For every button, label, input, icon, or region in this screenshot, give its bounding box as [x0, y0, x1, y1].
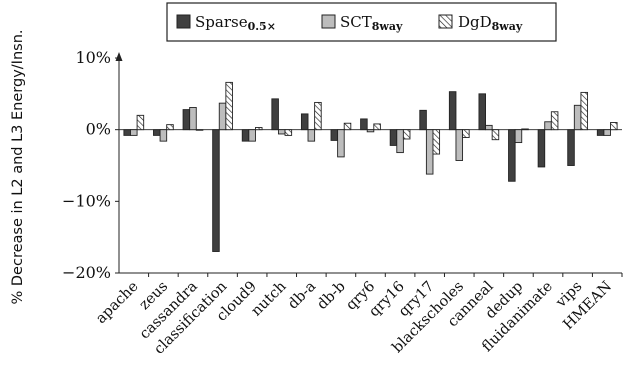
- legend-label-dgd-sub: 8way: [492, 20, 523, 33]
- bar-sct-classification: [218, 102, 227, 131]
- plot-axes: [115, 52, 622, 274]
- bar-dgd-nutch: [284, 129, 293, 136]
- y-axis-label: % Decrease in L2 and L3 Energy/Insn.: [10, 30, 26, 305]
- bar-sparse-hmean: [596, 129, 605, 136]
- bar-sparse-db-b: [330, 129, 339, 141]
- bar-sparse-apache: [123, 129, 131, 136]
- legend-box: [166, 2, 557, 42]
- bar-sct-nutch: [277, 129, 286, 135]
- y-tick-label: −20%: [62, 263, 111, 282]
- bar-sct-blackscholes: [455, 129, 464, 161]
- bar-dgd-apache: [136, 114, 145, 131]
- bar-dgd-cassandra: [195, 129, 204, 131]
- legend-label-sct-base: SCT: [340, 13, 372, 31]
- bar-sct-fluidanimate: [544, 121, 552, 131]
- bar-sparse-dedup: [508, 129, 516, 182]
- bar-dgd-qry6: [373, 123, 381, 131]
- legend: Sparse0.5× SCT8way DgD8way: [166, 2, 557, 42]
- legend-swatch-sct: [321, 14, 336, 29]
- bar-sct-qry17: [425, 129, 434, 175]
- bar-sct-cassandra: [189, 106, 197, 131]
- bar-dgd-fluidanimate: [550, 111, 559, 131]
- bar-dgd-vips: [580, 91, 588, 131]
- y-tick-label: −10%: [62, 191, 111, 210]
- legend-swatch-sparse: [176, 14, 191, 29]
- bar-sct-qry6: [366, 129, 375, 133]
- legend-label-sct-sub: 8way: [372, 20, 403, 33]
- bar-dgd-qry16: [402, 129, 411, 140]
- bar-dgd-cloud9: [254, 127, 263, 131]
- x-tick-label-db-a: db-a: [285, 278, 319, 312]
- bar-sparse-db-a: [300, 113, 309, 131]
- bar-dgd-zeus: [166, 124, 174, 131]
- bars: [123, 81, 618, 252]
- y-tick-label: 0%: [86, 120, 111, 139]
- x-tick-label-apache: apache: [93, 279, 142, 328]
- bar-sparse-qry17: [419, 109, 427, 131]
- x-tick-label-db-b: db-b: [314, 279, 348, 313]
- bar-dgd-canneal: [491, 129, 500, 141]
- legend-item-sparse: Sparse0.5×: [176, 13, 276, 33]
- bar-sct-zeus: [159, 129, 168, 142]
- bar-sct-qry16: [396, 129, 404, 154]
- bar-sparse-qry16: [389, 129, 398, 146]
- bar-sparse-nutch: [271, 98, 279, 131]
- legend-item-dgd: DgD8way: [438, 13, 523, 33]
- bar-sct-cloud9: [248, 129, 256, 142]
- bar-sparse-zeus: [153, 129, 161, 136]
- legend-label-sct: SCT8way: [340, 13, 403, 33]
- bar-dgd-classification: [225, 81, 233, 131]
- legend-swatch-dgd: [438, 14, 453, 29]
- x-category-labels: apachezeuscassandraclassificationcloud9n…: [93, 273, 623, 358]
- bar-sparse-vips: [567, 129, 575, 166]
- bar-sct-dedup: [514, 129, 523, 144]
- bar-sct-canneal: [485, 124, 493, 131]
- bar-sct-apache: [130, 129, 138, 136]
- legend-label-sparse-base: Sparse: [195, 13, 248, 31]
- y-axis-arrowhead: [115, 52, 123, 61]
- bar-dgd-db-a: [314, 101, 322, 131]
- legend-label-sparse-sub: 0.5×: [248, 20, 276, 33]
- y-tick-label: 10%: [75, 48, 111, 67]
- legend-label-dgd: DgD8way: [458, 13, 523, 33]
- bar-sparse-classification: [212, 129, 220, 252]
- bar-dgd-qry17: [432, 129, 441, 155]
- bar-sparse-blackscholes: [448, 91, 457, 131]
- bar-sct-hmean: [603, 129, 611, 136]
- bar-dgd-hmean: [610, 122, 618, 131]
- bar-sct-db-b: [337, 129, 345, 158]
- bar-sparse-cloud9: [241, 129, 250, 142]
- legend-label-sparse: Sparse0.5×: [195, 13, 276, 33]
- bar-sparse-cassandra: [182, 109, 191, 131]
- bar-sct-vips: [573, 104, 582, 131]
- bar-sct-db-a: [307, 129, 316, 142]
- legend-item-sct: SCT8way: [321, 13, 403, 33]
- bar-dgd-dedup: [521, 128, 529, 131]
- y-ticks: 10% 0% −10% −20%: [62, 48, 119, 282]
- bar-dgd-db-b: [343, 122, 352, 131]
- bar-dgd-blackscholes: [462, 129, 470, 138]
- bar-sparse-fluidanimate: [537, 129, 546, 168]
- bar-sparse-canneal: [478, 93, 487, 131]
- legend-label-dgd-base: DgD: [458, 13, 492, 31]
- bar-sparse-qry6: [360, 118, 368, 131]
